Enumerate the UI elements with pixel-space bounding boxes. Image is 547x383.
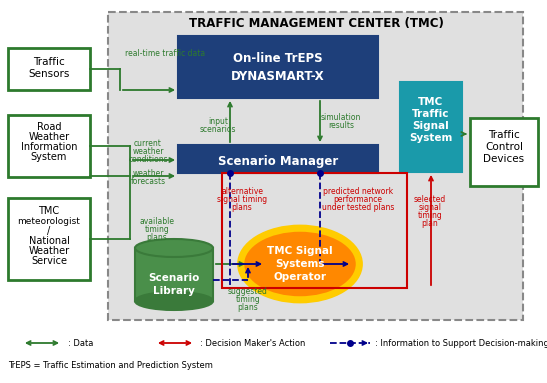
Text: current: current [134, 139, 162, 147]
Text: Traffic: Traffic [488, 130, 520, 140]
Text: plans: plans [147, 234, 167, 242]
Text: Road: Road [37, 122, 61, 132]
Text: Signal: Signal [412, 121, 450, 131]
Text: Information: Information [21, 142, 77, 152]
Text: weather: weather [132, 147, 164, 155]
Text: plans: plans [237, 303, 258, 313]
Ellipse shape [135, 239, 213, 257]
Text: timing: timing [417, 211, 443, 221]
Text: /: / [48, 226, 51, 236]
Text: DYNASMART-X: DYNASMART-X [231, 69, 325, 82]
Text: available: available [139, 218, 174, 226]
Text: National: National [28, 236, 69, 246]
Bar [400, 82, 462, 172]
Text: Scenario Manager: Scenario Manager [218, 154, 338, 167]
Text: weather: weather [132, 169, 164, 177]
Text: Traffic: Traffic [412, 109, 450, 119]
Text: Scenario: Scenario [148, 273, 200, 283]
Text: conditions: conditions [128, 154, 168, 164]
Text: suggested: suggested [228, 288, 268, 296]
Text: TMC Signal: TMC Signal [267, 246, 333, 256]
Bar [108, 12, 523, 320]
Text: timing: timing [236, 296, 260, 304]
Bar [8, 198, 90, 280]
Text: input: input [208, 118, 228, 126]
Text: TRAFFIC MANAGEMENT CENTER (TMC): TRAFFIC MANAGEMENT CENTER (TMC) [189, 18, 444, 31]
Text: TrEPS = Traffic Estimation and Prediction System: TrEPS = Traffic Estimation and Predictio… [8, 360, 213, 370]
Text: scenarios: scenarios [200, 126, 236, 134]
Bar [470, 118, 538, 186]
Text: predicted network: predicted network [323, 188, 393, 196]
Text: timing: timing [144, 226, 170, 234]
Text: forecasts: forecasts [130, 177, 166, 185]
Text: : Data: : Data [68, 339, 94, 347]
Text: Devices: Devices [484, 154, 525, 164]
Text: Service: Service [31, 256, 67, 266]
Text: real-time traffic data: real-time traffic data [125, 49, 205, 59]
Text: performance: performance [334, 195, 382, 205]
Text: selected: selected [414, 195, 446, 205]
Text: Traffic: Traffic [33, 57, 65, 67]
Ellipse shape [135, 292, 213, 310]
Bar [8, 115, 90, 177]
Text: Operator: Operator [274, 272, 327, 282]
Ellipse shape [238, 226, 362, 302]
Text: signal: signal [418, 203, 441, 213]
Text: Library: Library [153, 286, 195, 296]
Text: under tested plans: under tested plans [322, 203, 394, 213]
Text: System: System [409, 133, 453, 143]
Text: Systems: Systems [275, 259, 325, 269]
Text: signal timing: signal timing [217, 195, 267, 205]
Bar [135, 248, 213, 301]
Text: plans: plans [231, 203, 252, 213]
Text: TMC: TMC [38, 206, 60, 216]
Text: TMC: TMC [418, 97, 444, 107]
Text: Weather: Weather [28, 246, 69, 256]
Text: plan: plan [422, 219, 438, 229]
Text: : Information to Support Decision-making: : Information to Support Decision-making [375, 339, 547, 347]
Text: Weather: Weather [28, 132, 69, 142]
Ellipse shape [242, 230, 358, 298]
Bar [178, 36, 378, 98]
Text: Control: Control [485, 142, 523, 152]
Text: Sensors: Sensors [28, 69, 69, 79]
Text: meteorologist: meteorologist [18, 216, 80, 226]
Bar [222, 173, 407, 288]
Text: alternative: alternative [221, 188, 263, 196]
Text: System: System [31, 152, 67, 162]
Text: On-line TrEPS: On-line TrEPS [233, 51, 323, 64]
Text: results: results [328, 121, 354, 131]
Text: : Decision Maker's Action: : Decision Maker's Action [200, 339, 305, 347]
Text: simulation: simulation [321, 113, 361, 123]
Bar [178, 145, 378, 173]
Bar [8, 48, 90, 90]
